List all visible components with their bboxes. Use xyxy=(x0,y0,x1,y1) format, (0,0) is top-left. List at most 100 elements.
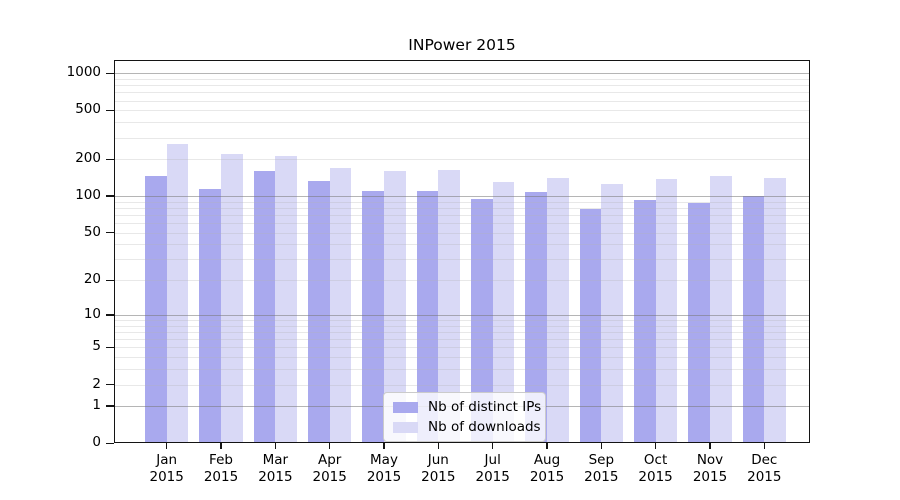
x-tick-label-feb-2015: Feb 2015 xyxy=(203,452,239,486)
y-tick-label-1000: 1000 xyxy=(66,64,101,81)
x-tick-label-oct-2015: Oct 2015 xyxy=(638,452,673,486)
gridline-minor-2 xyxy=(114,384,810,386)
gridline-minor-900 xyxy=(114,79,810,80)
y-tick-label-0: 0 xyxy=(92,434,101,451)
gridline-minor-40 xyxy=(114,244,810,246)
gridline-minor-4 xyxy=(114,357,810,359)
gridline-minor-300 xyxy=(114,137,810,139)
gridline-minor-80 xyxy=(114,208,810,209)
bar-feb-2015-downloads xyxy=(221,154,243,444)
x-tick-nov-2015 xyxy=(709,443,711,450)
legend-swatch-distinct-ips xyxy=(393,401,418,413)
gridline-minor-500 xyxy=(114,110,810,112)
bar-jun-2015-downloads xyxy=(438,169,461,444)
x-tick-label-jul-2015: Jul 2015 xyxy=(475,452,510,486)
gridline-minor-20 xyxy=(114,280,810,282)
x-tick-may-2015 xyxy=(383,443,385,450)
gridline-major-10 xyxy=(114,314,810,316)
x-tick-label-mar-2015: Mar 2015 xyxy=(258,452,293,486)
x-tick-dec-2015 xyxy=(763,443,766,450)
gridline-minor-60 xyxy=(114,223,810,225)
bar-nov-2015-downloads xyxy=(710,176,732,444)
bar-jan-2015-distinct-ips xyxy=(144,176,167,444)
gridline-minor-50 xyxy=(114,232,810,234)
gridline-minor-700 xyxy=(114,92,810,94)
bar-mar-2015-distinct-ips xyxy=(253,171,276,444)
bar-mar-2015-downloads xyxy=(275,155,298,444)
chart-title: INPower 2015 xyxy=(408,36,516,54)
legend-entry-distinct-ips: Nb of distinct IPs xyxy=(393,399,541,415)
gridline-minor-7 xyxy=(114,331,810,333)
y-tick-200 xyxy=(106,158,114,161)
y-tick-2 xyxy=(106,383,114,386)
y-tick-label-1: 1 xyxy=(92,397,101,414)
y-tick-label-20: 20 xyxy=(83,271,101,288)
x-tick-sep-2015 xyxy=(600,443,603,450)
gridline-minor-90 xyxy=(114,201,810,203)
bar-oct-2015-downloads xyxy=(655,178,678,444)
legend-swatch-downloads xyxy=(393,421,418,433)
bar-jul-2015-downloads xyxy=(492,182,515,444)
y-tick-5 xyxy=(106,346,114,349)
x-tick-mar-2015 xyxy=(274,443,277,450)
y-tick-label-5: 5 xyxy=(92,338,101,355)
x-tick-label-jan-2015: Jan 2015 xyxy=(149,452,184,486)
legend: Nb of distinct IPs Nb of downloads xyxy=(383,392,546,442)
x-tick-feb-2015 xyxy=(220,443,222,450)
gridline-minor-800 xyxy=(114,85,810,87)
gridline-minor-3 xyxy=(114,369,810,371)
x-tick-label-dec-2015: Dec 2015 xyxy=(747,452,782,486)
bar-sep-2015-distinct-ips xyxy=(579,209,602,444)
x-tick-label-aug-2015: Aug 2015 xyxy=(529,452,565,486)
legend-label-distinct-ips: Nb of distinct IPs xyxy=(428,399,542,415)
gridline-minor-600 xyxy=(114,100,810,102)
x-tick-label-may-2015: May 2015 xyxy=(366,452,402,486)
legend-entry-downloads: Nb of downloads xyxy=(393,419,541,435)
x-tick-label-apr-2015: Apr 2015 xyxy=(312,452,347,486)
bar-dec-2015-distinct-ips xyxy=(742,196,765,444)
bar-dec-2015-downloads xyxy=(764,177,787,444)
gridline-minor-400 xyxy=(114,122,810,124)
bar-jul-2015-distinct-ips xyxy=(470,199,493,444)
x-tick-aug-2015 xyxy=(546,443,548,450)
y-tick-20 xyxy=(106,279,114,282)
x-tick-jan-2015 xyxy=(165,443,168,450)
gridline-major-1000 xyxy=(114,73,810,75)
x-tick-jul-2015 xyxy=(491,443,494,450)
y-tick-label-50: 50 xyxy=(83,223,101,240)
y-tick-label-10: 10 xyxy=(83,305,101,322)
bar-nov-2015-distinct-ips xyxy=(688,202,710,444)
y-tick-1000 xyxy=(106,72,114,75)
x-tick-label-jun-2015: Jun 2015 xyxy=(421,452,456,486)
y-tick-label-200: 200 xyxy=(75,150,101,167)
y-tick-label-2: 2 xyxy=(92,375,101,392)
gridline-minor-8 xyxy=(114,325,810,327)
y-tick-10 xyxy=(106,314,114,316)
bar-aug-2015-distinct-ips xyxy=(525,192,547,444)
bar-apr-2015-distinct-ips xyxy=(307,181,330,444)
y-tick-100 xyxy=(106,195,114,197)
bar-sep-2015-downloads xyxy=(601,183,624,444)
y-tick-50 xyxy=(106,231,114,234)
y-tick-label-500: 500 xyxy=(75,101,101,118)
bar-aug-2015-downloads xyxy=(547,177,569,444)
x-tick-label-nov-2015: Nov 2015 xyxy=(692,452,728,486)
legend-label-downloads: Nb of downloads xyxy=(428,419,541,435)
x-tick-oct-2015 xyxy=(654,443,657,450)
gridline-major-100 xyxy=(114,196,810,198)
gridline-minor-9 xyxy=(114,320,810,321)
gridline-minor-70 xyxy=(114,215,810,216)
bar-apr-2015-downloads xyxy=(329,168,352,444)
y-tick-0 xyxy=(106,442,114,445)
bar-oct-2015-distinct-ips xyxy=(633,200,656,444)
gridline-minor-200 xyxy=(114,159,810,161)
gridline-minor-6 xyxy=(114,339,810,341)
x-tick-apr-2015 xyxy=(328,443,331,450)
gridline-minor-30 xyxy=(114,259,810,261)
bar-feb-2015-distinct-ips xyxy=(199,188,221,444)
x-tick-label-sep-2015: Sep 2015 xyxy=(584,452,619,486)
bar-jun-2015-distinct-ips xyxy=(416,190,439,444)
bar-may-2015-distinct-ips xyxy=(362,190,384,444)
y-tick-500 xyxy=(106,109,114,112)
